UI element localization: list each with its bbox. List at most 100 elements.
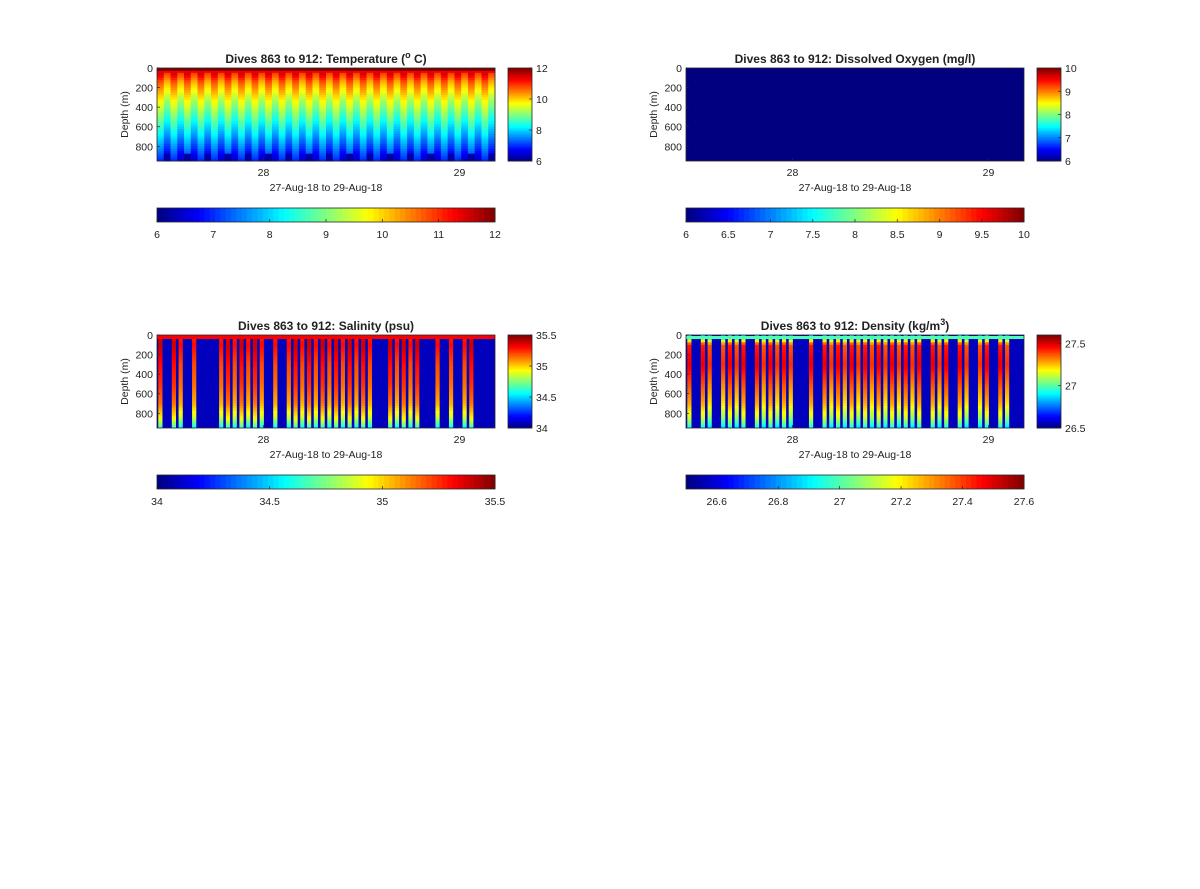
heatmap-cell xyxy=(305,134,313,137)
heatmap-cell xyxy=(454,153,462,157)
heatmap-cell xyxy=(158,342,163,346)
heatmap-cell xyxy=(211,85,219,88)
heatmap-cell xyxy=(775,349,780,353)
heatmap-cell xyxy=(307,423,312,426)
heatmap-cell xyxy=(326,148,334,152)
colorbar-segment xyxy=(215,208,221,222)
heatmap-cell xyxy=(239,423,244,426)
heatmap-cell xyxy=(903,415,908,419)
heatmap-cell xyxy=(192,405,197,409)
heatmap-cell xyxy=(788,403,793,407)
heatmap-cell xyxy=(469,386,474,390)
colorbar-segment xyxy=(818,208,824,222)
heatmap-cell xyxy=(944,371,949,375)
heatmap-cell xyxy=(440,87,449,91)
heatmap-cell xyxy=(252,415,258,419)
heatmap-cell xyxy=(388,420,393,424)
heatmap-cell xyxy=(944,423,949,426)
heatmap-cell xyxy=(448,359,454,363)
heatmap-cell xyxy=(246,379,251,382)
heatmap-cell xyxy=(251,92,259,96)
heatmap-cell xyxy=(944,364,949,368)
heatmap-cell xyxy=(178,342,183,346)
heatmap-cell xyxy=(842,396,847,400)
heatmap-cell xyxy=(231,143,239,147)
heatmap-cell xyxy=(204,143,212,147)
heatmap-cell xyxy=(346,119,354,123)
heatmap-cell xyxy=(359,136,367,140)
heatmap-cell xyxy=(896,344,902,348)
y-tick-label: 200 xyxy=(135,350,153,362)
heatmap-cell xyxy=(427,158,435,162)
heatmap-cell xyxy=(225,415,231,419)
heatmap-cell xyxy=(178,408,183,412)
heatmap-cell xyxy=(320,391,325,395)
heatmap-cell xyxy=(190,134,198,137)
heatmap-cell xyxy=(761,413,766,417)
colorbar-segment xyxy=(241,475,248,489)
heatmap-cell xyxy=(259,423,264,426)
heatmap-cell xyxy=(259,408,264,412)
heatmap-cell xyxy=(171,425,176,429)
heatmap-cell xyxy=(285,97,293,101)
heatmap-cell xyxy=(393,70,401,74)
heatmap-cell xyxy=(347,352,352,355)
heatmap-cell xyxy=(822,425,827,429)
heatmap-cell xyxy=(687,388,692,392)
heatmap-cell xyxy=(768,344,773,348)
heatmap-cell xyxy=(252,339,258,343)
heatmap-cell xyxy=(707,391,712,395)
heatmap-cell xyxy=(721,361,726,365)
heatmap-cell xyxy=(856,398,861,402)
heatmap-cell xyxy=(964,374,969,378)
heatmap-cell xyxy=(937,352,942,355)
colorbar-segment xyxy=(508,102,532,105)
heatmap-cell xyxy=(781,344,787,348)
heatmap-cell xyxy=(340,405,345,409)
heatmap-cell xyxy=(320,393,325,397)
heatmap-cell xyxy=(285,146,293,150)
heatmap-cell xyxy=(332,77,340,81)
heatmap-cell xyxy=(822,383,827,387)
heatmap-cell xyxy=(319,138,327,142)
heatmap-cell xyxy=(427,151,435,155)
heatmap-cell xyxy=(380,141,388,145)
heatmap-cell xyxy=(346,146,354,150)
heatmap-cell xyxy=(849,403,854,407)
heatmap-cell xyxy=(307,413,312,417)
heatmap-cell xyxy=(300,415,305,419)
heatmap-cell xyxy=(964,381,969,385)
heatmap-cell xyxy=(781,357,787,360)
heatmap-cell xyxy=(359,85,367,88)
heatmap-cell xyxy=(190,85,198,88)
heatmap-cell xyxy=(334,393,339,397)
heatmap-cell xyxy=(292,126,300,130)
heatmap-cell xyxy=(231,156,239,159)
heatmap-cell xyxy=(197,70,205,74)
heatmap-cell xyxy=(937,376,942,380)
heatmap-cell xyxy=(388,357,393,360)
heatmap-cell xyxy=(298,143,307,147)
heatmap-cell xyxy=(367,371,373,375)
heatmap-cell xyxy=(197,107,205,111)
heatmap-cell xyxy=(408,364,413,368)
heatmap-cell xyxy=(347,423,352,426)
heatmap-cell xyxy=(251,102,259,106)
heatmap-cell xyxy=(700,386,705,390)
heatmap-cell xyxy=(474,99,482,103)
heatmap-cell xyxy=(219,357,224,360)
heatmap-cell xyxy=(386,80,394,84)
heatmap-cell xyxy=(258,119,266,123)
heatmap-cell xyxy=(420,131,428,135)
heatmap-cell xyxy=(734,366,739,370)
heatmap-cell xyxy=(401,418,406,422)
heatmap-cell xyxy=(415,391,420,395)
heatmap-cell xyxy=(896,413,902,417)
heatmap-cell xyxy=(298,94,307,98)
heatmap-cell xyxy=(448,364,454,368)
heatmap-cell xyxy=(876,371,881,375)
heatmap-cell xyxy=(157,114,165,118)
heatmap-cell xyxy=(327,408,332,412)
heatmap-cell xyxy=(178,366,183,370)
heatmap-cell xyxy=(217,104,225,108)
